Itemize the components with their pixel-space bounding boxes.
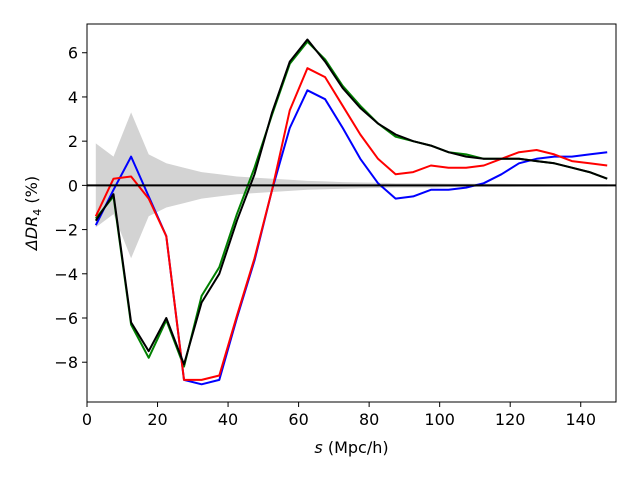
x-tick-label: 100 (424, 410, 455, 429)
y-tick-label: −6 (54, 309, 78, 328)
y-axis-label: ΔDR4 (%) (22, 176, 44, 252)
y-axis: −8 −6 −4 −2 0 2 4 6 (54, 44, 87, 372)
x-axis: 0 20 40 60 80 100 120 140 (82, 402, 596, 429)
y-tick-label: 4 (68, 88, 78, 107)
y-tick-label: −8 (54, 353, 78, 372)
x-tick-label: 120 (495, 410, 526, 429)
x-tick-label: 140 (565, 410, 596, 429)
x-axis-label-unit: (Mpc/h) (323, 438, 389, 457)
y-tick-label: 6 (68, 44, 78, 63)
plot-area (87, 38, 616, 386)
y-axis-label-unit: (%) (22, 176, 41, 209)
series-line-4 (94, 38, 608, 366)
y-tick-label: −2 (54, 221, 78, 240)
y-tick-label: −4 (54, 265, 78, 284)
x-tick-label: 20 (147, 410, 167, 429)
x-tick-label: 0 (82, 410, 92, 429)
x-tick-label: 40 (218, 410, 238, 429)
x-axis-label-var: s (314, 438, 322, 457)
y-axis-label-main: ΔDR (22, 216, 41, 252)
y-tick-label: 2 (68, 132, 78, 151)
axes-frame (86, 23, 617, 403)
x-axis-label: s (Mpc/h) (314, 438, 388, 457)
x-tick-label: 80 (359, 410, 379, 429)
y-tick-label: 0 (68, 176, 78, 195)
x-tick-label: 60 (288, 410, 308, 429)
y-axis-label-subscript: 4 (31, 209, 44, 216)
